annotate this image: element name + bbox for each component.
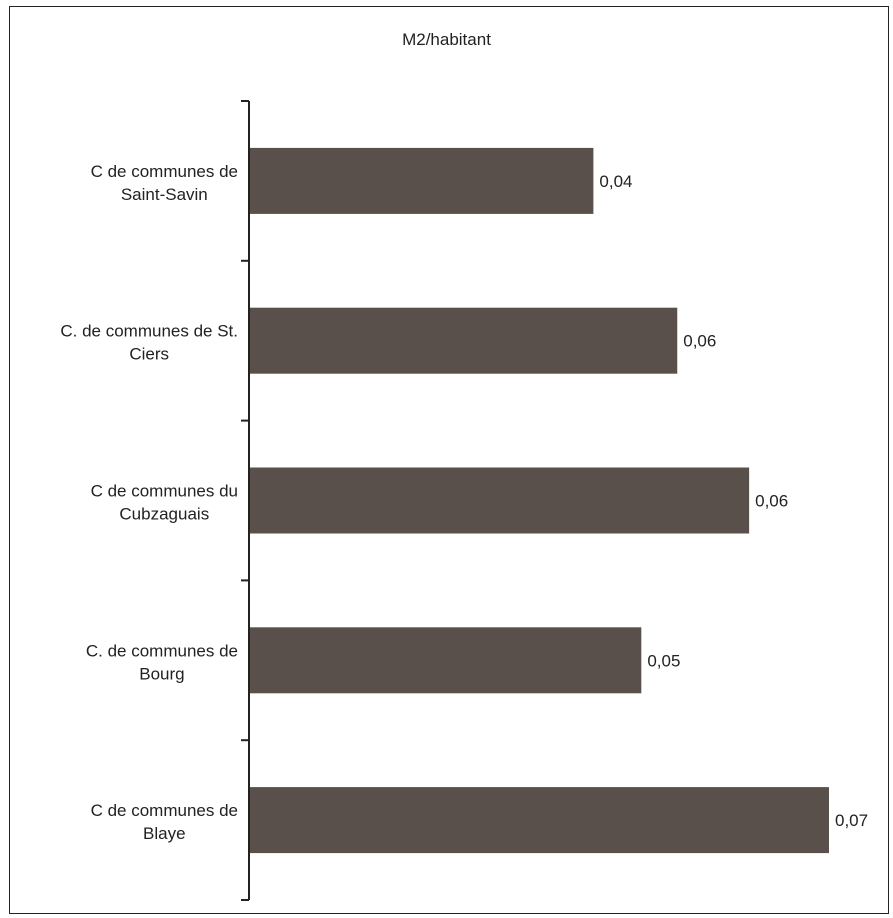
data-label-1: 0,04 <box>599 172 632 191</box>
bar-4 <box>250 627 642 694</box>
data-label-3: 0,06 <box>755 492 788 511</box>
chart-title: M2/habitant <box>402 30 491 49</box>
data-label-2: 0,06 <box>683 332 716 351</box>
data-label-5: 0,07 <box>835 811 868 830</box>
bar-2 <box>250 307 678 374</box>
category-label-4: C. de communes de Bourg <box>86 641 238 683</box>
bar-5 <box>250 787 829 854</box>
bar-3 <box>250 467 750 534</box>
category-label-2: C. de communes de St. Ciers <box>60 322 238 364</box>
category-label-1: C de communes de Saint-Savin <box>91 162 238 204</box>
category-label-3: C de communes du Cubzaguais <box>91 482 238 524</box>
data-label-4: 0,05 <box>647 651 680 670</box>
category-label-5: C de communes de Blaye <box>91 801 238 843</box>
bar-1 <box>250 147 594 214</box>
